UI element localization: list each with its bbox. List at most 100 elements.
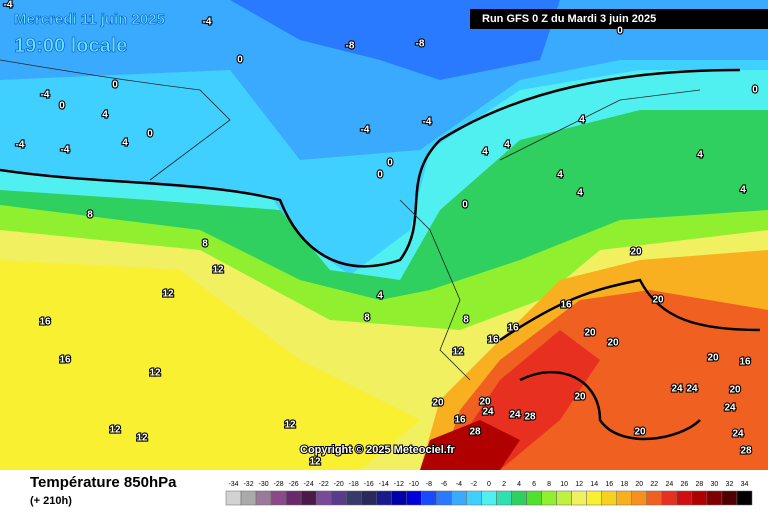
map-field: [0, 0, 768, 470]
scale-tick-label: -8: [426, 481, 432, 488]
color-scale: -34 -32 -30 -28 -26 -24 -22 -20 -18 -16 -14 -12 -10-…: [225, 481, 753, 506]
scale-tick-label: 4: [517, 481, 521, 488]
scale-tick-label: -16: [364, 481, 374, 488]
scale-swatch: [601, 490, 617, 506]
scale-swatch: [270, 490, 287, 506]
contour-label: 20: [630, 247, 642, 258]
footer-title: Température 850hPa: [30, 474, 177, 491]
scale-swatch: [436, 490, 452, 506]
scale-tick-label: -30: [259, 481, 269, 488]
contour-label: -4: [41, 90, 50, 101]
contour-label: 8: [463, 315, 469, 326]
contour-label: 12: [212, 265, 224, 276]
scale-tick-label: -20: [334, 481, 344, 488]
scale-tick-label: 8: [547, 481, 551, 488]
scale-swatch: [541, 490, 557, 506]
scale-tick-label: -4: [456, 481, 462, 488]
contour-label: 20: [607, 338, 619, 349]
scale-swatch: [255, 490, 272, 506]
scale-swatch: [706, 490, 723, 506]
scale-swatch: [691, 490, 708, 506]
scale-tick-label: -18: [349, 481, 359, 488]
contour-label: 4: [377, 291, 383, 302]
contour-label: 8: [202, 239, 208, 250]
scale-swatch: [511, 490, 527, 506]
contour-label: 0: [387, 158, 393, 169]
scale-tick-label: 12: [575, 481, 583, 488]
contour-label: 16: [487, 335, 499, 346]
contour-label: 20: [652, 295, 664, 306]
scale-swatch: [661, 490, 678, 506]
contour-label: 20: [707, 353, 719, 364]
scale-swatch: [285, 490, 302, 506]
contour-label: 12: [136, 433, 148, 444]
scale-swatch: [421, 490, 437, 506]
contour-label: 8: [87, 210, 93, 221]
contour-label: 4: [102, 110, 108, 121]
contour-label: 0: [147, 129, 153, 140]
scale-tick-label: 30: [711, 481, 719, 488]
contour-label: -4: [423, 117, 432, 128]
scale-swatch: [676, 490, 693, 506]
scale-tick-label: -34: [228, 481, 238, 488]
scale-swatch: [361, 490, 377, 506]
contour-label: 0: [752, 85, 758, 96]
scale-swatch: [451, 490, 467, 506]
contour-label: 8: [364, 313, 370, 324]
contour-label: -4: [16, 140, 25, 151]
run-text: Run GFS 0 Z du Mardi 3 juin 2025: [482, 13, 656, 25]
scale-swatch: [300, 490, 317, 506]
copyright: Copyright © 2025 Meteociel.fr: [300, 444, 456, 456]
scale-swatch: [586, 490, 602, 506]
contour-label: -8: [346, 41, 355, 52]
scale-swatch: [315, 490, 332, 506]
scale-tick-label: 16: [605, 481, 613, 488]
contour-label: 20: [432, 398, 444, 409]
scale-swatch: [345, 490, 362, 506]
scale-tick-label: 14: [590, 481, 598, 488]
scale-tick-label: 32: [726, 481, 734, 488]
scale-swatch: [526, 490, 542, 506]
scale-tick-label: 0: [487, 481, 491, 488]
contour-label: -8: [416, 39, 425, 50]
scale-tick-label: -6: [441, 481, 447, 488]
contour-label: 20: [634, 427, 646, 438]
contour-label: 16: [560, 300, 572, 311]
contour-label: -4: [361, 125, 370, 136]
scale-tick-label: -32: [243, 481, 253, 488]
contour-label: 4: [504, 140, 510, 151]
scale-swatch: [736, 490, 753, 506]
scale-tick-label: 34: [741, 481, 749, 488]
contour-label: 28: [469, 427, 481, 438]
scale-tick-label: -14: [379, 481, 389, 488]
contour-label: 16: [739, 357, 751, 368]
contour-label: 16: [59, 355, 71, 366]
scale-swatch: [496, 490, 512, 506]
scale-tick-label: 28: [696, 481, 704, 488]
contour-label: 4: [579, 115, 585, 126]
scale-swatch: [376, 490, 392, 506]
contour-label: 0: [377, 170, 383, 181]
contour-label: 12: [452, 347, 464, 358]
scale-swatch: [330, 490, 347, 506]
scale-tick-label: 26: [680, 481, 688, 488]
contour-label: 12: [284, 420, 296, 431]
scale-swatch: [646, 490, 663, 506]
scale-swatch: [481, 490, 497, 506]
contour-label: 0: [617, 26, 623, 37]
contour-label: -4: [61, 145, 70, 156]
contour-label: 4: [122, 138, 128, 149]
scale-tick-label: -10: [409, 481, 419, 488]
scale-swatch: [391, 490, 407, 506]
contour-label: 0: [59, 101, 65, 112]
contour-label: 0: [462, 200, 468, 211]
scale-tick-label: 22: [650, 481, 658, 488]
contour-label: 4: [557, 170, 563, 181]
scale-swatch: [240, 490, 257, 506]
contour-label: 4: [577, 188, 583, 199]
scale-tick-label: 6: [532, 481, 536, 488]
contour-label: 16: [454, 415, 466, 426]
scale-tick-label: -12: [394, 481, 404, 488]
